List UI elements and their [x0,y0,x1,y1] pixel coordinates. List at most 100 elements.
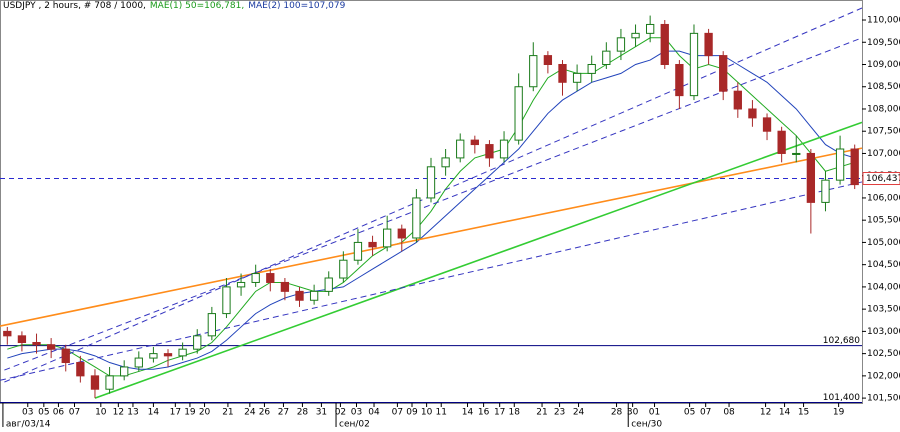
y-tick-label: 103,500 [867,305,900,315]
candle-body [499,139,509,159]
x-tick-label: 06 [53,408,65,418]
price-label: 102,680 [823,336,860,346]
candle-body [426,166,436,199]
trendline [4,7,863,383]
chart-title: USDJPY , 2 hours, # 708 / 1000, MAE(1) 50… [3,1,346,11]
candle-body [61,348,70,364]
x-tick-label: 26 [259,408,271,418]
candle-body [178,348,187,357]
x-tick-label: 19 [184,408,196,418]
y-tick-label: 108,500 [867,82,900,92]
candle-body [280,281,290,292]
period-label: сен/30 [631,420,662,430]
y-tick-label: 106,000 [867,193,900,203]
x-tick-label: 10 [421,408,433,418]
x-tick-label: 27 [278,408,289,418]
candle-body [719,55,728,92]
period-label: авг/03/14 [6,420,51,430]
title-part: USDJPY , 2 hours, # 708 / 1000, [3,1,146,11]
candle-body [412,197,421,239]
candle-body [222,286,231,315]
x-tick-label: 09 [406,408,418,418]
candle-body [17,335,27,344]
x-tick-label: 11 [436,408,447,418]
candle-body [105,375,114,390]
title-part: MAE(1) 50=106,781, [150,1,244,11]
candle-body [602,50,611,65]
x-tick-label: 16 [478,408,490,418]
period-label: сен/02 [339,420,370,430]
candle-body [543,55,553,65]
candle-body [689,32,699,97]
x-tick-label: 07 [700,408,711,418]
candle-body [514,86,523,141]
candle-body [821,179,830,203]
trendline [94,121,863,399]
candle-body [806,152,816,203]
x-tick-label: 07 [69,408,80,418]
candle-body [762,117,772,132]
candle-body [748,108,757,119]
candle-body [251,273,260,283]
y-tick-label: 102,000 [867,371,900,381]
x-tick-label: 05 [684,408,695,418]
x-tick-label: 23 [554,408,565,418]
candle-body [368,241,377,248]
candle-body [733,90,742,110]
trendline [0,181,863,381]
candle-body [309,290,319,301]
x-tick-label: 31 [316,408,327,418]
candle-body [46,344,56,350]
x-tick-label: 04 [368,408,380,418]
y-tick-label: 109,500 [867,38,900,48]
x-tick-label: 21 [222,408,233,418]
x-tick-label: 07 [392,408,403,418]
candle-body [587,63,596,74]
candle-body [163,353,173,357]
candle-body [193,335,202,350]
candle-body [470,139,479,146]
candle-body [207,313,217,337]
candle-body [792,152,801,155]
x-tick-label: 24 [573,408,585,418]
candle-body [485,144,494,159]
x-tick-label: 03 [22,408,33,418]
price-label: 101,400 [823,393,860,403]
candle-body [3,330,12,337]
candle-body [266,273,275,283]
y-tick-label: 104,500 [867,260,900,270]
candle-body [675,63,684,97]
x-tick-label: 14 [779,408,791,418]
candle-body [850,148,859,186]
candle-body [529,55,538,88]
y-tick-label: 107,000 [867,149,900,159]
candle-body [558,63,567,83]
candle-body [777,130,786,154]
y-tick-label: 105,000 [867,238,900,248]
candle-body [339,259,348,279]
x-tick-label: 15 [798,408,809,418]
candle-body [631,32,640,39]
x-tick-label: 21 [536,408,547,418]
candle-body [134,357,143,368]
x-tick-label: 05 [38,408,49,418]
x-tick-label: 13 [127,408,138,418]
x-tick-label: 24 [244,408,256,418]
candle-body [120,366,129,377]
candle-body [32,342,41,346]
x-tick-label: 28 [297,408,309,418]
y-tick-label: 107,500 [867,127,900,137]
candle-body [704,32,713,57]
x-tick-label: 14 [462,408,474,418]
x-tick-label: 08 [723,408,735,418]
y-tick-label: 110,000 [867,16,900,26]
y-tick-label: 108,000 [867,104,900,114]
moving-average [7,37,855,377]
x-tick-label: 30 [627,408,639,418]
y-tick-label: 109,000 [867,60,900,70]
moving-average [7,50,855,370]
candle-body [456,139,465,159]
x-tick-label: 20 [199,408,211,418]
candle-body [397,228,406,239]
